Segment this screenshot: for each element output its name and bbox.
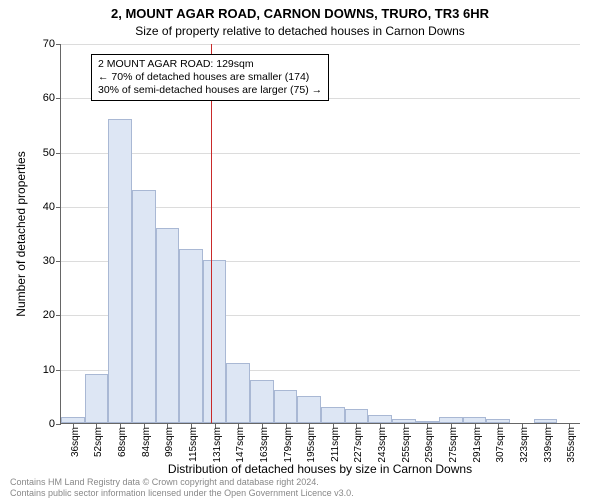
chart-container: 2, MOUNT AGAR ROAD, CARNON DOWNS, TRURO,… [0,0,600,500]
xtick-label: 275sqm [448,427,459,463]
xtick-label: 323sqm [519,427,530,463]
bar [132,190,156,423]
ytick-label: 40 [43,201,55,213]
footer-line2: Contains public sector information licen… [10,488,354,498]
bar [85,374,109,423]
gridline [61,153,580,154]
xtick-label: 163sqm [259,427,270,463]
xtick-label: 115sqm [188,427,199,462]
annotation-line2: ← 70% of detached houses are smaller (17… [98,71,322,84]
annotation-line1: 2 MOUNT AGAR ROAD: 129sqm [98,58,322,71]
xtick-label: 179sqm [283,427,294,463]
xtick-label: 259sqm [424,427,435,463]
bar [274,390,298,423]
chart-title: 2, MOUNT AGAR ROAD, CARNON DOWNS, TRURO,… [0,6,600,21]
ytick-label: 20 [43,309,55,321]
xtick-label: 339sqm [543,427,554,463]
bar [297,396,321,423]
xtick-label: 36sqm [70,427,81,457]
xtick-label: 147sqm [235,427,246,463]
xtick-label: 307sqm [495,427,506,463]
bar [108,119,132,423]
xtick-label: 131sqm [212,427,223,463]
ytick-mark [56,261,61,262]
ytick-label: 10 [43,364,55,376]
xtick-label: 211sqm [330,427,341,462]
footer-line1: Contains HM Land Registry data © Crown c… [10,477,354,487]
xtick-label: 291sqm [472,427,483,463]
bar [226,363,250,423]
xtick-label: 227sqm [353,427,364,463]
footer: Contains HM Land Registry data © Crown c… [10,477,354,498]
ytick-mark [56,44,61,45]
xtick-label: 52sqm [93,427,104,457]
ytick-label: 70 [43,38,55,50]
ytick-mark [56,424,61,425]
ytick-label: 30 [43,255,55,267]
bar [321,407,345,423]
plot-area: 01020304050607036sqm52sqm68sqm84sqm99sqm… [60,44,580,424]
xtick-label: 84sqm [141,427,152,457]
bar [368,415,392,423]
ytick-mark [56,98,61,99]
gridline [61,44,580,45]
ytick-mark [56,315,61,316]
ytick-label: 50 [43,147,55,159]
xtick-label: 355sqm [566,427,577,463]
ytick-label: 60 [43,92,55,104]
ytick-mark [56,153,61,154]
ytick-mark [56,370,61,371]
ytick-label: 0 [49,418,55,430]
bar [203,260,227,423]
xtick-label: 195sqm [306,427,317,463]
annotation-line3: 30% of semi-detached houses are larger (… [98,84,322,97]
y-axis-label: Number of detached properties [14,151,28,316]
bar [345,409,369,423]
xtick-label: 68sqm [117,427,128,457]
xtick-label: 255sqm [401,427,412,463]
annotation-box: 2 MOUNT AGAR ROAD: 129sqm← 70% of detach… [91,54,329,101]
bar [156,228,180,423]
bar [250,380,274,423]
ytick-mark [56,207,61,208]
bar [179,249,203,423]
xtick-label: 99sqm [164,427,175,457]
chart-subtitle: Size of property relative to detached ho… [0,24,600,38]
xtick-label: 243sqm [377,427,388,463]
plot-inner: 01020304050607036sqm52sqm68sqm84sqm99sqm… [60,44,580,424]
x-axis-label: Distribution of detached houses by size … [60,462,580,476]
